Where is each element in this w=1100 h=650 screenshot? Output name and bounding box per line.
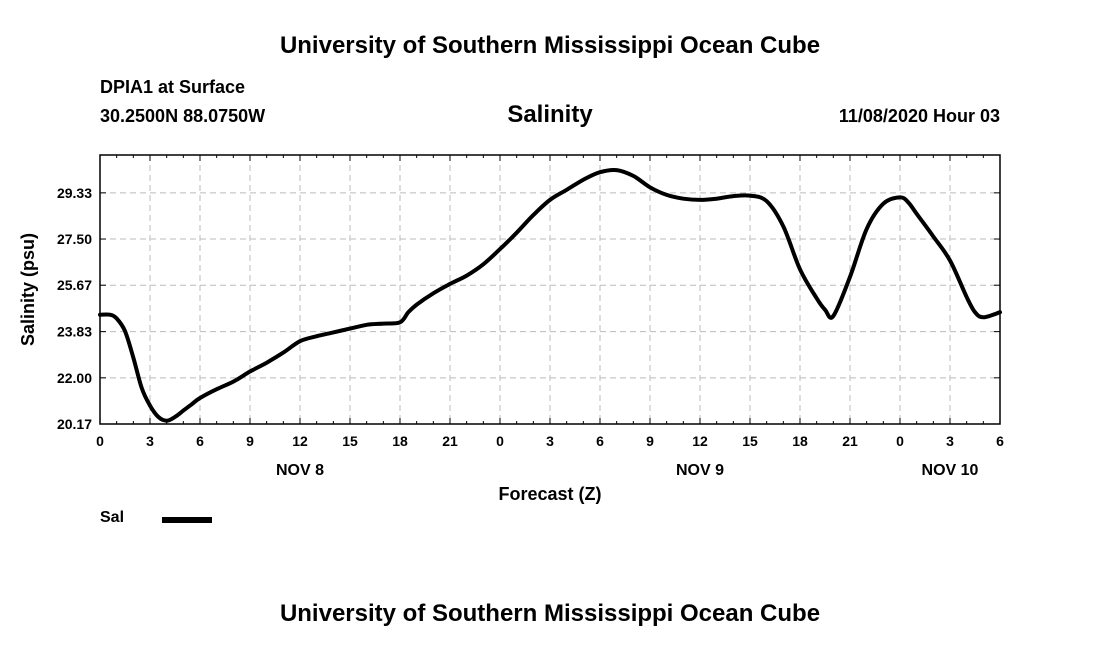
x-tick-label: 6 [196,433,204,449]
y-tick-label: 20.17 [57,416,92,432]
x-tick-label: 3 [146,433,154,449]
x-tick-label: 6 [596,433,604,449]
y-tick-label: 27.50 [57,231,92,247]
x-tick-label: 0 [896,433,904,449]
legend-label: Sal [100,509,125,526]
variable-title: Salinity [507,101,593,128]
station-coords: 30.2500N 88.0750W [100,106,266,126]
x-tick-label: 9 [646,433,654,449]
x-tick-label: 18 [392,433,408,449]
series-line-sal [98,167,1002,423]
forecast-datetime: 11/08/2020 Hour 03 [838,106,1000,126]
x-tick-label: 21 [442,433,458,449]
page-title-top: University of Southern Mississippi Ocean… [279,32,821,59]
y-tick-label: 22.00 [57,370,92,386]
day-label: NOV 8 [276,462,324,479]
y-axis-label: Salinity (psu) [18,233,38,346]
x-tick-label: 15 [742,433,758,449]
y-tick-label: 25.67 [57,277,92,293]
plot-frame [99,154,1001,425]
y-tick-label: 23.83 [57,324,92,340]
station-label: DPIA1 at Surface [100,77,246,97]
x-axis-label: Forecast (Z) [498,484,601,504]
x-tick-label: 6 [996,433,1004,449]
x-tick-label: 9 [246,433,254,449]
x-tick-label: 18 [792,433,808,449]
legend-line-swatch [162,517,212,523]
x-tick-label: 12 [292,433,308,449]
x-tick-label: 21 [842,433,858,449]
x-tick-label: 0 [496,433,504,449]
x-tick-label: 3 [946,433,954,449]
x-tick-label: 0 [96,433,104,449]
x-tick-label: 15 [342,433,358,449]
x-tick-label: 12 [692,433,708,449]
day-label: NOV 9 [676,462,724,479]
page-title-bottom: University of Southern Mississippi Ocean… [279,600,821,627]
day-label: NOV 10 [922,462,979,479]
y-tick-label: 29.33 [57,185,92,201]
x-tick-label: 3 [546,433,554,449]
